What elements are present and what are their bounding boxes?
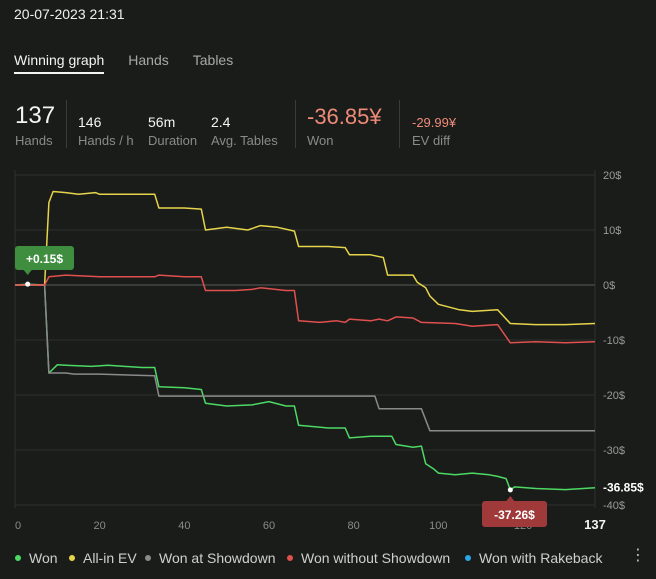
- series-line-won: [14, 283, 596, 491]
- session-stats: 137 Hands 146 Hands / h 56m Duration 2.4…: [0, 100, 656, 150]
- stat-hands-per-hour-value: 146: [78, 114, 102, 130]
- legend-item-won-with-rakeback[interactable]: Won with Rakeback: [465, 550, 602, 566]
- series-line-all-in-ev: [15, 190, 596, 326]
- start-point-marker: [25, 281, 31, 287]
- series-line-won-without-showdown: [15, 274, 596, 344]
- low-point-marker: [507, 487, 513, 493]
- start-badge-label: +0.15$: [26, 252, 63, 266]
- tab-winning-graph[interactable]: Winning graph: [14, 52, 105, 74]
- series-line-won-at-showdown: [15, 284, 595, 432]
- x-tick-label: 80: [348, 520, 360, 532]
- low-badge-pointer: [506, 496, 515, 501]
- x-tick-label: 0: [15, 520, 21, 532]
- x-tick-label: 100: [429, 520, 447, 532]
- stats-divider: [66, 100, 67, 148]
- winning-graph-svg: 20$10$0$-10$-20$-30$-40$0204060801001201…: [14, 170, 644, 532]
- legend-label: Won at Showdown: [159, 550, 276, 566]
- y-tick-label: -40$: [603, 500, 625, 512]
- legend-dot: [465, 555, 471, 562]
- stat-avg-tables-label: Avg. Tables: [211, 133, 278, 148]
- legend-label: Won: [29, 550, 58, 566]
- low-badge-label: -37.26$: [494, 508, 535, 522]
- legend-label: Won without Showdown: [301, 550, 451, 566]
- stat-ev-diff-label: EV diff: [412, 133, 451, 148]
- legend-dot: [145, 555, 151, 562]
- winning-graph-chart[interactable]: 20$10$0$-10$-20$-30$-40$0204060801001201…: [0, 170, 656, 540]
- chart-legend: Won All-in EV Won at Showdown Won withou…: [0, 550, 656, 570]
- end-value-label: -36.85$: [603, 481, 644, 495]
- low-badge: [482, 501, 547, 527]
- legend-item-won[interactable]: Won: [15, 550, 58, 566]
- x-tick-label: 40: [178, 520, 190, 532]
- kebab-icon[interactable]: ⋮: [630, 547, 646, 564]
- tab-bar: Winning graph Hands Tables: [14, 52, 257, 74]
- legend-label: All-in EV: [83, 550, 137, 566]
- legend-label: Won with Rakeback: [479, 550, 603, 566]
- tab-tables[interactable]: Tables: [192, 52, 234, 68]
- tab-hands[interactable]: Hands: [128, 52, 169, 68]
- start-badge-pointer: [23, 270, 32, 275]
- y-tick-label: 0$: [603, 280, 615, 292]
- legend-item-won-at-showdown[interactable]: Won at Showdown: [145, 550, 275, 566]
- x-tick-label: 20: [94, 520, 106, 532]
- session-timestamp: 20-07-2023 21:31: [14, 6, 125, 22]
- legend-dot: [69, 555, 75, 562]
- legend-item-won-without-showdown[interactable]: Won without Showdown: [287, 550, 450, 566]
- stat-duration-label: Duration: [148, 133, 198, 148]
- stat-won-label: Won: [307, 133, 334, 148]
- x-end-label: 137: [584, 517, 606, 532]
- y-tick-label: 10$: [603, 225, 621, 237]
- stats-divider: [295, 100, 296, 148]
- stat-hands-value: 137: [15, 102, 56, 129]
- stat-ev-diff-value: -29.99¥: [412, 115, 457, 130]
- stat-duration-value: 56m: [148, 114, 176, 130]
- y-tick-label: -30$: [603, 445, 625, 457]
- stat-avg-tables-value: 2.4: [211, 114, 231, 130]
- x-tick-label: 60: [263, 520, 275, 532]
- legend-dot: [15, 555, 21, 562]
- stat-won-value: -36.85¥: [307, 104, 382, 129]
- stat-hands-per-hour-label: Hands / h: [78, 133, 134, 148]
- start-badge: [15, 246, 74, 270]
- legend-item-all-in-ev[interactable]: All-in EV: [69, 550, 137, 566]
- y-tick-label: -20$: [603, 390, 625, 402]
- y-tick-label: 20$: [603, 170, 621, 182]
- stat-hands-label: Hands: [15, 133, 53, 148]
- y-tick-label: -10$: [603, 335, 625, 347]
- legend-dot: [287, 555, 293, 562]
- stats-divider: [399, 100, 400, 148]
